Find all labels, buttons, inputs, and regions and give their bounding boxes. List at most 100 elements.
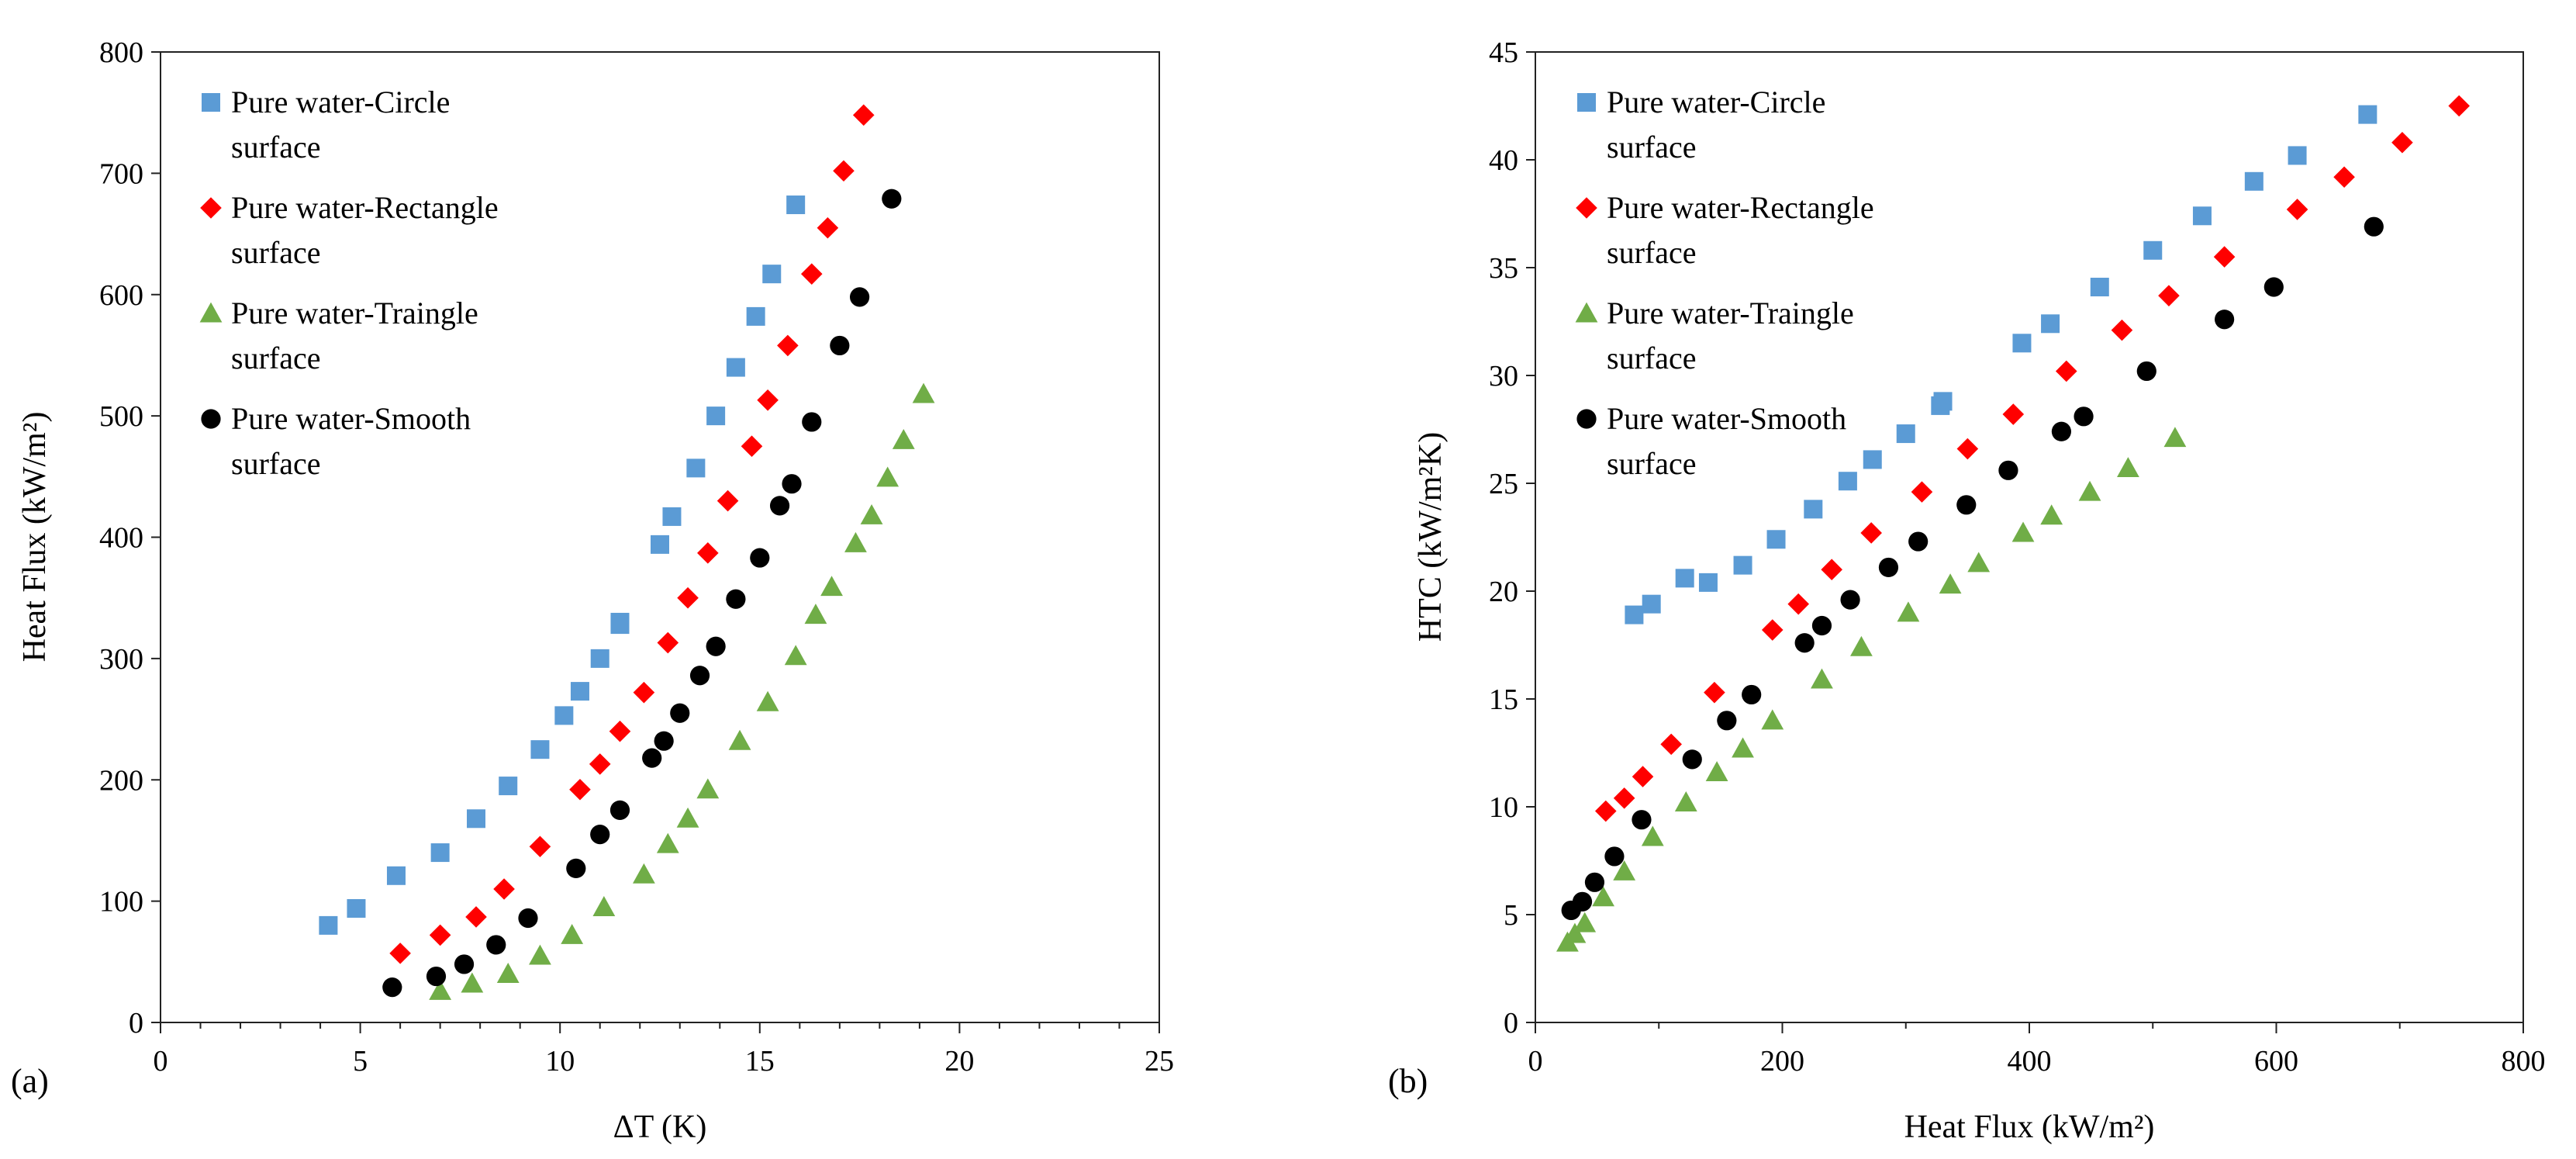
data-point	[1794, 633, 1815, 653]
data-point	[782, 474, 802, 494]
legend-label: surface	[1607, 130, 1696, 164]
data-point	[467, 809, 486, 829]
legend-label: surface	[1607, 341, 1696, 375]
legend-label: Pure water-Smooth	[231, 401, 471, 436]
data-point	[717, 490, 739, 512]
data-point	[496, 963, 520, 983]
data-point	[860, 503, 883, 524]
data-point	[610, 612, 630, 631]
data-point	[670, 703, 690, 723]
legend-label: Pure water-Circle	[1607, 85, 1825, 119]
data-point	[1908, 531, 1929, 552]
legend-marker	[1576, 409, 1597, 429]
data-point	[2158, 285, 2180, 306]
data-point	[1733, 555, 1752, 575]
data-point	[2011, 521, 2035, 542]
data-point	[430, 843, 450, 863]
series-triangle	[1556, 427, 2187, 952]
data-point	[2117, 457, 2139, 478]
data-point	[726, 589, 746, 609]
x-tick-label: 800	[2502, 1045, 2546, 1078]
x-tick-label: 15	[745, 1045, 775, 1078]
series-circle	[382, 189, 902, 998]
data-point	[2364, 216, 2384, 237]
data-point	[633, 681, 655, 704]
data-point	[817, 216, 839, 239]
data-point	[389, 943, 411, 964]
legend-label: surface	[231, 130, 320, 164]
data-point	[2090, 278, 2109, 297]
y-tick-label: 100	[99, 886, 143, 919]
data-point	[726, 358, 745, 377]
data-point	[2041, 314, 2060, 334]
data-point	[454, 954, 475, 974]
data-point	[1911, 481, 1933, 503]
data-point	[2012, 334, 2032, 353]
data-point	[590, 825, 610, 845]
y-tick-label: 200	[99, 764, 143, 797]
y-tick-label: 700	[99, 157, 143, 190]
data-point	[426, 966, 447, 987]
data-point	[1698, 573, 1718, 592]
y-tick-label: 45	[1489, 36, 1518, 69]
data-point	[1787, 593, 1810, 615]
data-point	[676, 807, 699, 828]
data-point	[1704, 681, 1725, 704]
legend-label: surface	[231, 235, 320, 270]
data-point	[706, 636, 726, 656]
data-point	[689, 666, 710, 686]
data-point	[804, 604, 827, 624]
data-point	[2192, 206, 2212, 226]
data-point	[1717, 711, 1737, 731]
data-point	[1594, 800, 1617, 822]
data-point	[802, 412, 822, 432]
legend-marker	[202, 93, 220, 112]
data-point	[2163, 427, 2187, 448]
data-point	[777, 334, 799, 357]
data-point	[769, 496, 790, 516]
x-tick-label: 400	[2008, 1045, 2052, 1078]
data-point	[1956, 438, 1979, 460]
data-point	[1625, 605, 1644, 624]
data-point	[2358, 105, 2377, 124]
data-point	[1592, 886, 1614, 907]
data-point	[2213, 246, 2236, 268]
legend-label: surface	[231, 341, 320, 375]
data-point	[1604, 846, 1625, 867]
x-tick-label: 0	[1528, 1045, 1543, 1078]
data-point	[2055, 360, 2077, 382]
data-point	[2244, 171, 2263, 191]
data-point	[1705, 761, 1728, 782]
data-point	[529, 836, 551, 858]
data-point	[2263, 277, 2284, 297]
data-point	[632, 863, 655, 884]
data-point	[609, 720, 631, 742]
data-point	[677, 586, 699, 609]
legend-label: Pure water-Rectangle	[1607, 190, 1874, 225]
data-point	[1761, 709, 1784, 730]
data-point	[2136, 361, 2156, 382]
data-point	[1933, 392, 1953, 411]
data-point	[1682, 749, 1702, 770]
chart-panel-b: 0 200 400 600 800 0 5 10 15 20 25 30 35 40 45 Heat Flux…	[1388, 36, 2546, 1145]
data-point	[657, 631, 679, 654]
data-point	[786, 195, 806, 215]
data-point	[2002, 403, 2025, 425]
data-point	[852, 104, 875, 126]
data-point	[529, 944, 551, 965]
data-point	[566, 858, 586, 879]
data-point	[2215, 310, 2235, 330]
data-point	[882, 189, 902, 209]
data-point	[1660, 733, 1682, 756]
y-axis-title: Heat Flux (kW/m²)	[17, 412, 53, 663]
data-point	[2143, 240, 2163, 260]
data-point	[429, 979, 452, 1000]
data-point	[750, 548, 770, 568]
data-point	[1761, 619, 1784, 641]
x-tick-label: 25	[1145, 1045, 1174, 1078]
x-tick-label: 20	[944, 1045, 974, 1078]
panel-label: (b)	[1388, 1062, 1428, 1100]
data-point	[2051, 421, 2072, 441]
y-tick-label: 40	[1489, 144, 1518, 177]
y-tick-label: 800	[99, 36, 143, 69]
